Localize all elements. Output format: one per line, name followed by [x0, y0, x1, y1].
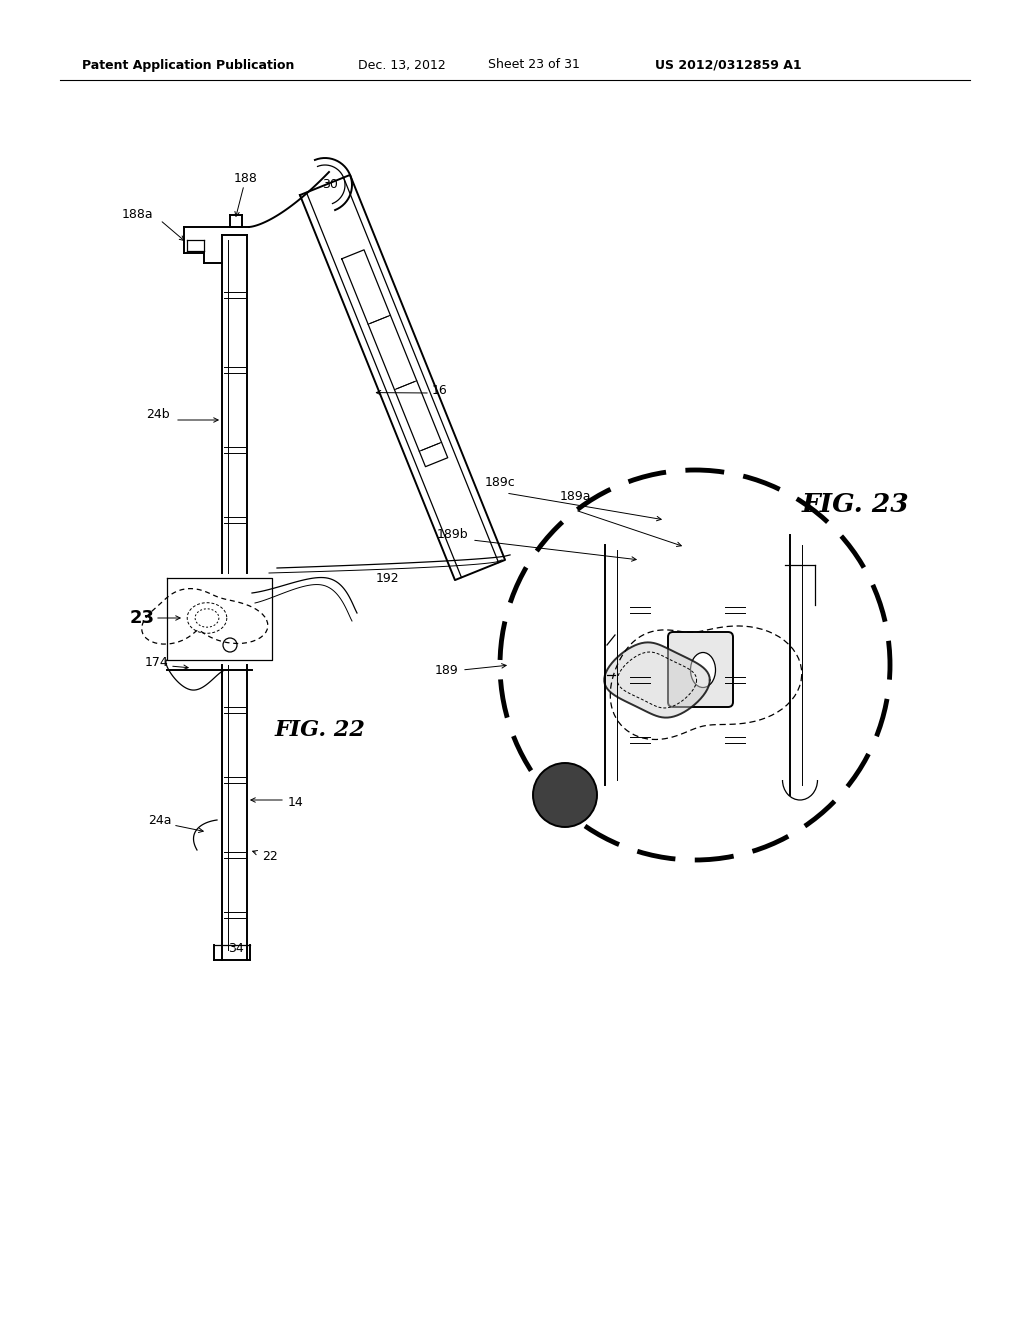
Text: 188a: 188a	[122, 209, 153, 222]
Text: FIG. 22: FIG. 22	[274, 719, 366, 741]
Text: 188: 188	[234, 172, 258, 185]
Text: 189a: 189a	[559, 491, 591, 503]
Text: 24a: 24a	[148, 813, 172, 826]
Text: Sheet 23 of 31: Sheet 23 of 31	[488, 58, 580, 71]
Circle shape	[223, 638, 237, 652]
Text: 189b: 189b	[436, 528, 468, 541]
Text: 22: 22	[262, 850, 278, 862]
Text: 23: 23	[129, 609, 155, 627]
Text: 174: 174	[144, 656, 168, 668]
Text: FIG. 23: FIG. 23	[801, 492, 909, 517]
Ellipse shape	[690, 652, 716, 688]
Text: Patent Application Publication: Patent Application Publication	[82, 58, 294, 71]
Text: 30: 30	[323, 178, 338, 191]
Text: Dec. 13, 2012: Dec. 13, 2012	[358, 58, 445, 71]
Polygon shape	[604, 643, 710, 718]
Text: 16: 16	[432, 384, 447, 396]
Text: 14: 14	[288, 796, 304, 808]
Text: 189: 189	[434, 664, 458, 676]
Circle shape	[534, 763, 597, 828]
Text: 24b: 24b	[146, 408, 170, 421]
Text: 192: 192	[376, 572, 399, 585]
Text: US 2012/0312859 A1: US 2012/0312859 A1	[655, 58, 802, 71]
Text: 34: 34	[228, 941, 244, 954]
Circle shape	[500, 470, 890, 861]
Text: 189c: 189c	[484, 475, 515, 488]
FancyBboxPatch shape	[668, 632, 733, 708]
